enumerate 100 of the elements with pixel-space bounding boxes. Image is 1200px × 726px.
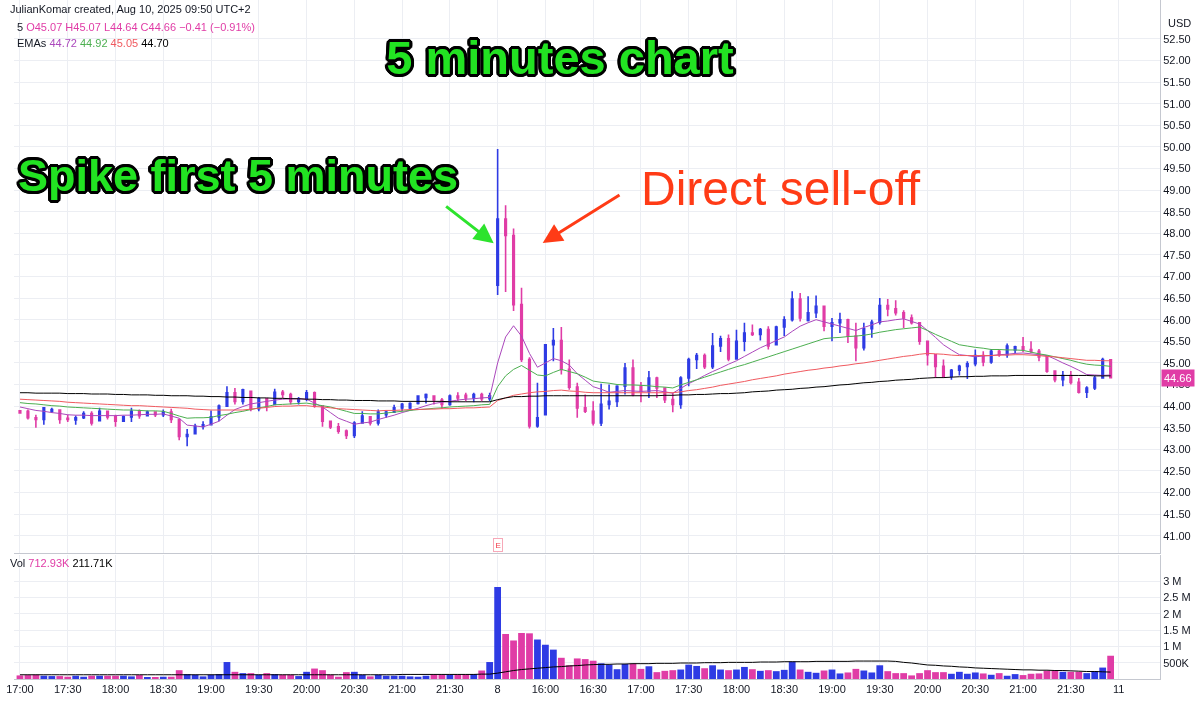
x-tick-label: 20:30 — [961, 683, 990, 696]
candlestick — [591, 400, 595, 427]
candlestick — [1093, 374, 1097, 391]
bar — [756, 670, 764, 679]
line-series — [19, 374, 1112, 403]
y-tick-label: 51.00 — [1163, 97, 1191, 110]
candlestick — [623, 362, 627, 396]
candlestick — [416, 394, 420, 406]
candlestick — [527, 356, 532, 430]
bar — [255, 674, 263, 679]
y-tick-label: 1.5 M — [1163, 623, 1191, 636]
y-tick-label: 45.50 — [1163, 335, 1191, 348]
x-tick-label: 18:30 — [770, 683, 799, 696]
candlestick — [718, 334, 723, 353]
bar — [366, 676, 374, 679]
bar — [979, 673, 987, 679]
x-tick-label: 17:00 — [627, 683, 655, 696]
x-tick-label: 17:00 — [6, 683, 34, 696]
candlestick — [822, 304, 826, 333]
candlestick — [185, 428, 189, 448]
candlestick — [121, 414, 126, 423]
candlestick — [344, 428, 348, 440]
y-tick-label: 3 M — [1163, 574, 1182, 587]
bar — [701, 668, 709, 679]
candlestick — [846, 318, 850, 344]
candlestick — [902, 309, 906, 329]
candlestick — [742, 321, 747, 353]
candlestick — [408, 401, 412, 411]
candlestick — [1021, 336, 1025, 353]
candlestick — [711, 332, 715, 370]
line-series — [19, 318, 1112, 428]
x-tick-label: 20:00 — [913, 683, 942, 696]
candlestick — [989, 348, 993, 365]
bar — [796, 669, 804, 679]
y-tick-label: 45.00 — [1163, 356, 1191, 369]
y-tick-label: 41.00 — [1163, 529, 1191, 542]
candlestick — [583, 393, 587, 414]
candlestick — [113, 413, 118, 428]
y-tick-label: 51.50 — [1163, 75, 1191, 88]
annotation: 5 O45.07 H45.07 L44.64 C44.66 −0.41 (−0.91%) — [17, 21, 256, 33]
candlestick — [647, 370, 651, 399]
y-tick-label: 47.50 — [1163, 248, 1191, 261]
x-tick-label: 18:30 — [149, 683, 178, 696]
x-tick-label: 17:30 — [674, 683, 703, 696]
y-tick-label: 47.00 — [1163, 270, 1191, 283]
candlestick — [1085, 385, 1089, 399]
bar — [645, 666, 653, 679]
candlestick — [798, 292, 802, 323]
candlestick — [105, 409, 110, 421]
y-tick-label: 50.00 — [1163, 140, 1191, 153]
y-axis-title: USD — [1168, 17, 1192, 29]
candlestick — [1029, 340, 1033, 354]
candlestick — [878, 297, 882, 326]
candlestick — [535, 381, 540, 429]
candlestick — [639, 381, 643, 404]
x-tick-label: 20:30 — [340, 683, 369, 696]
y-tick-label: 49.50 — [1163, 162, 1191, 175]
annotation: Direct sell-off — [641, 162, 921, 215]
candlestick — [655, 375, 659, 399]
candlestick — [703, 352, 707, 370]
bar — [136, 675, 143, 679]
candlestick — [201, 420, 205, 431]
bar — [836, 673, 844, 679]
candlestick — [599, 382, 603, 427]
text: 44.66 — [1164, 372, 1192, 384]
y-tick-label: 1 M — [1163, 640, 1182, 653]
candlestick — [894, 299, 898, 317]
bar — [1059, 671, 1067, 679]
candlestick — [336, 422, 340, 435]
candlestick — [941, 358, 946, 379]
y-tick-label: 42.50 — [1163, 464, 1191, 477]
candlestick — [241, 388, 245, 406]
candlestick — [496, 148, 500, 296]
y-tick-label: 43.50 — [1163, 421, 1191, 434]
candlestick — [734, 328, 739, 361]
y-tick-label: 43.00 — [1163, 443, 1191, 456]
candlestick — [50, 407, 54, 414]
bar — [96, 675, 103, 679]
candlestick — [933, 353, 938, 379]
candlestick — [281, 389, 285, 399]
candlestick — [1053, 369, 1057, 384]
x-tick-label: 21:30 — [1057, 683, 1085, 696]
candlestick — [424, 392, 428, 405]
bar — [159, 676, 167, 679]
candlestick — [472, 391, 476, 404]
bar — [88, 675, 95, 679]
candlestick — [559, 326, 563, 376]
candlestick — [607, 383, 611, 411]
bar — [725, 670, 732, 679]
x-tick-label: 21:00 — [388, 683, 416, 696]
annotation: Spike first 5 minutes — [18, 150, 459, 201]
y-tick-label: 46.50 — [1163, 291, 1191, 304]
candlestick — [74, 414, 78, 426]
candlestick — [671, 391, 675, 413]
candlestick — [726, 333, 731, 362]
x-tick-label: 18:00 — [101, 683, 130, 696]
x-tick-label: 11 — [1112, 683, 1125, 696]
y-tick-label: 2.5 M — [1163, 591, 1191, 604]
candlestick — [758, 327, 762, 342]
bar — [446, 674, 454, 679]
